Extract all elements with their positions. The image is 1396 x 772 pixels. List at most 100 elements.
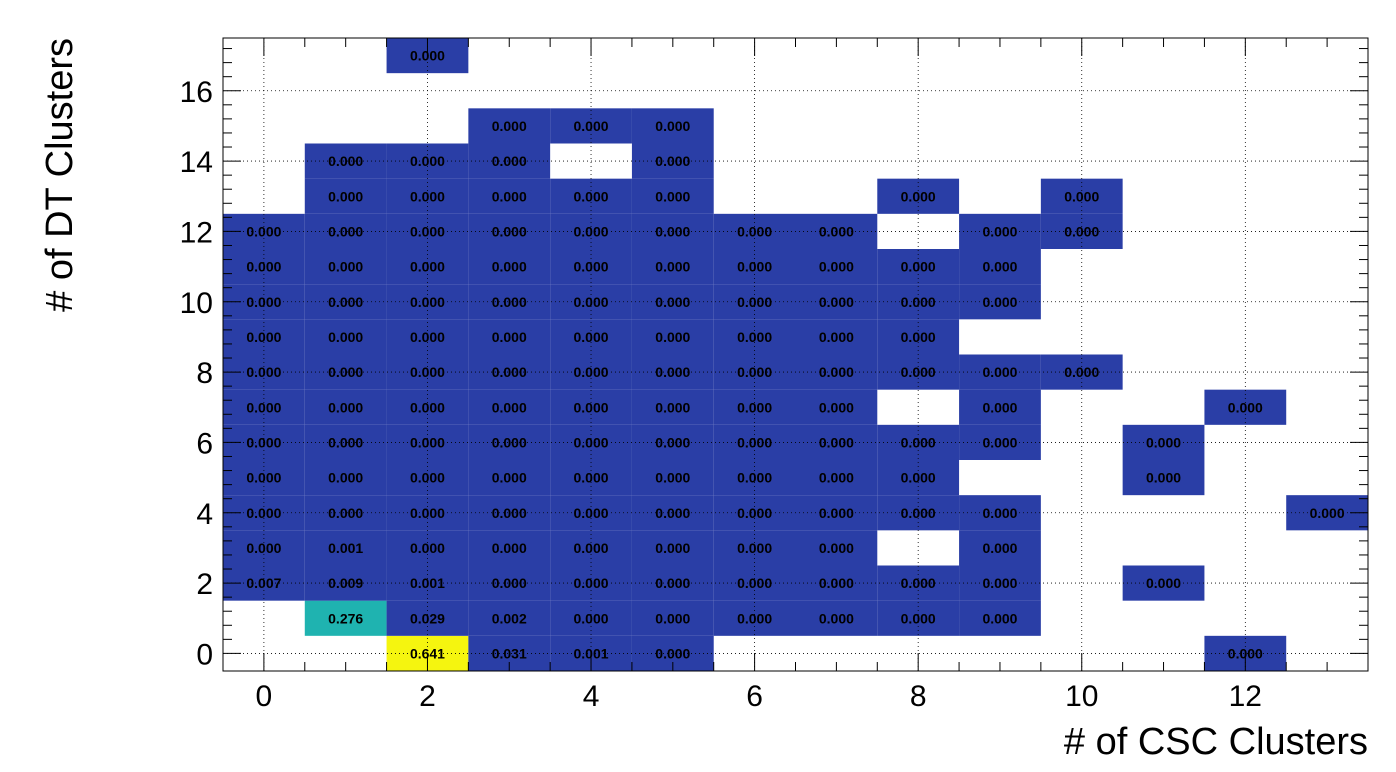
- heatmap-cell: [877, 354, 960, 390]
- cell-value-label: 0.000: [655, 153, 690, 169]
- cell-value-label: 0.000: [655, 645, 690, 661]
- heatmap-cell: [713, 460, 796, 496]
- heatmap-cell: [550, 530, 632, 566]
- cell-value-label: 0.000: [410, 153, 445, 169]
- heatmap-cell: [877, 460, 960, 496]
- heatmap-cell: [631, 389, 714, 425]
- cell-value-label: 0.000: [819, 434, 854, 450]
- cell-value-label: 0.000: [655, 610, 690, 626]
- heatmap-cell: [631, 284, 714, 320]
- cell-value-label: 0.000: [246, 259, 281, 275]
- cell-value-label: 0.000: [328, 329, 363, 345]
- cell-value-label: 0.000: [655, 505, 690, 521]
- cell-value-label: 0.000: [574, 470, 609, 486]
- cells-layer: [223, 38, 1368, 671]
- cell-value-label: 0.000: [819, 505, 854, 521]
- cell-value-label: 0.000: [410, 434, 445, 450]
- cell-value-label: 0.000: [982, 505, 1017, 521]
- cell-value-label: 0.000: [574, 399, 609, 415]
- cell-value-label: 0.000: [246, 505, 281, 521]
- cell-value-label: 0.000: [246, 294, 281, 310]
- heatmap-cell: [631, 530, 714, 566]
- y-tick-label: 8: [196, 357, 213, 390]
- heatmap-cell: [304, 600, 387, 636]
- cell-value-label: 0.000: [901, 505, 936, 521]
- cell-value-label: 0.000: [574, 540, 609, 556]
- cell-value-label: 0.000: [492, 118, 527, 134]
- cell-value-label: 0.000: [1146, 575, 1181, 591]
- cell-value-label: 0.000: [655, 399, 690, 415]
- cell-value-label: 0.000: [901, 188, 936, 204]
- heatmap-cell: [468, 460, 551, 496]
- heatmap-cell: [223, 530, 305, 566]
- cell-value-label: 0.001: [410, 575, 445, 591]
- heatmap-cell: [795, 530, 878, 566]
- cell-value-label: 0.000: [901, 259, 936, 275]
- heatmap-cell: [631, 354, 714, 390]
- heatmap-cell: [795, 319, 878, 355]
- cell-value-label: 0.000: [492, 505, 527, 521]
- heatmap-cell: [959, 600, 1041, 636]
- cell-value-label: 0.000: [901, 294, 936, 310]
- cell-value-label: 0.000: [328, 470, 363, 486]
- cell-value-label: 0.000: [655, 364, 690, 380]
- heatmap-cell: [468, 249, 551, 285]
- cell-value-label: 0.000: [655, 540, 690, 556]
- cell-value-label: 0.000: [246, 364, 281, 380]
- cell-value-label: 0.000: [410, 259, 445, 275]
- cell-value-label: 0.002: [492, 610, 527, 626]
- cell-value-label: 0.000: [492, 153, 527, 169]
- cell-value-label: 0.000: [492, 575, 527, 591]
- heatmap-cell: [631, 460, 714, 496]
- cell-value-label: 0.000: [819, 575, 854, 591]
- y-axis-title: # of DT Clusters: [39, 38, 81, 312]
- heatmap-cell: [631, 108, 714, 144]
- cell-value-label: 0.009: [328, 575, 363, 591]
- cell-value-label: 0.000: [982, 540, 1017, 556]
- cell-value-label: 0.000: [410, 364, 445, 380]
- heatmap-cell: [550, 319, 632, 355]
- heatmap-cell: [631, 178, 714, 214]
- cell-value-label: 0.000: [982, 610, 1017, 626]
- cell-value-label: 0.000: [819, 294, 854, 310]
- cell-value-label: 0.000: [737, 434, 772, 450]
- cell-value-label: 0.000: [328, 188, 363, 204]
- cell-value-label: 0.000: [982, 259, 1017, 275]
- x-tick-label: 8: [910, 680, 927, 713]
- cell-value-label: 0.000: [492, 399, 527, 415]
- cell-value-label: 0.000: [982, 364, 1017, 380]
- x-tick-label: 6: [746, 680, 763, 713]
- cell-value-label: 0.000: [819, 223, 854, 239]
- cell-value-label: 0.000: [410, 294, 445, 310]
- heatmap-cell: [468, 284, 551, 320]
- x-axis-title: # of CSC Clusters: [1064, 721, 1368, 763]
- cell-value-label: 0.000: [410, 188, 445, 204]
- heatmap-cell: [713, 319, 796, 355]
- cell-value-label: 0.000: [737, 505, 772, 521]
- heatmap-cell: [468, 354, 551, 390]
- cell-value-label: 0.000: [819, 364, 854, 380]
- heatmap-cell: [468, 495, 551, 531]
- cell-value-label: 0.000: [574, 259, 609, 275]
- cell-value-label: 0.000: [819, 610, 854, 626]
- heatmap-cell: [550, 460, 632, 496]
- cell-value-label: 0.000: [574, 188, 609, 204]
- heatmap-cell: [1040, 213, 1123, 249]
- ticks-layer: [223, 38, 1369, 671]
- cell-value-label: 0.000: [574, 118, 609, 134]
- x-tick-label: 10: [1065, 680, 1098, 713]
- cell-value-label: 0.000: [655, 294, 690, 310]
- cell-value-label: 0.000: [246, 540, 281, 556]
- cell-value-label: 0.000: [655, 223, 690, 239]
- cell-value-label: 0.000: [246, 434, 281, 450]
- cell-value-label: 0.001: [328, 540, 363, 556]
- cell-value-label: 0.276: [328, 610, 363, 626]
- cell-value-label: 0.000: [574, 223, 609, 239]
- heatmap-cell: [223, 460, 305, 496]
- heatmap-cell: [304, 565, 387, 601]
- cell-value-label: 0.000: [410, 223, 445, 239]
- heatmap-cell: [468, 389, 551, 425]
- cell-value-label: 0.000: [655, 470, 690, 486]
- cell-value-label: 0.000: [246, 223, 281, 239]
- x-tick-label: 0: [256, 680, 273, 713]
